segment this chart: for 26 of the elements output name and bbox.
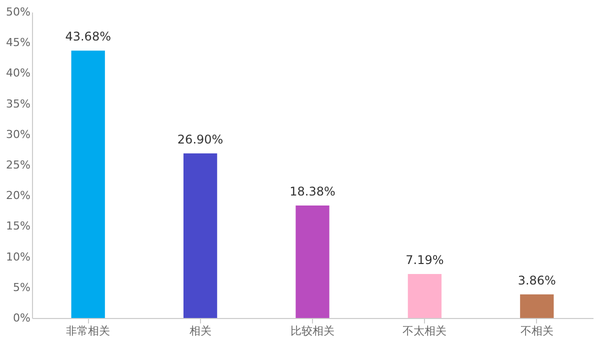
y-tick-label: 40%: [6, 66, 30, 80]
bar: [408, 274, 442, 318]
x-tick-label: 不太相关: [402, 324, 447, 338]
y-tick-label: 20%: [6, 189, 30, 202]
y-tick-label: 35%: [6, 97, 30, 110]
y-tick-label: 0%: [13, 312, 30, 324]
x-tick-label: 比较相关: [290, 324, 334, 338]
data-label: 26.90%: [177, 132, 224, 146]
bar: [296, 206, 330, 318]
x-tick-label: 相关: [189, 324, 212, 338]
y-tick-label: 25%: [6, 158, 30, 172]
x-tick-label: 非常相关: [66, 324, 110, 338]
data-label: 7.19%: [406, 252, 444, 267]
data-label: 3.86%: [518, 273, 556, 288]
bar: [520, 294, 554, 318]
bar: [183, 153, 218, 318]
bar: [71, 50, 105, 318]
y-tick-label: 50%: [6, 6, 30, 18]
y-tick-label: 15%: [6, 220, 30, 233]
data-label: 18.38%: [290, 184, 336, 199]
y-tick-label: 5%: [13, 280, 30, 294]
y-tick-label: 30%: [6, 128, 30, 141]
y-tick-label: 10%: [6, 250, 30, 264]
data-label: 43.68%: [65, 30, 111, 44]
x-tick-label: 不相关: [520, 324, 554, 338]
y-tick-label: 45%: [6, 36, 30, 50]
